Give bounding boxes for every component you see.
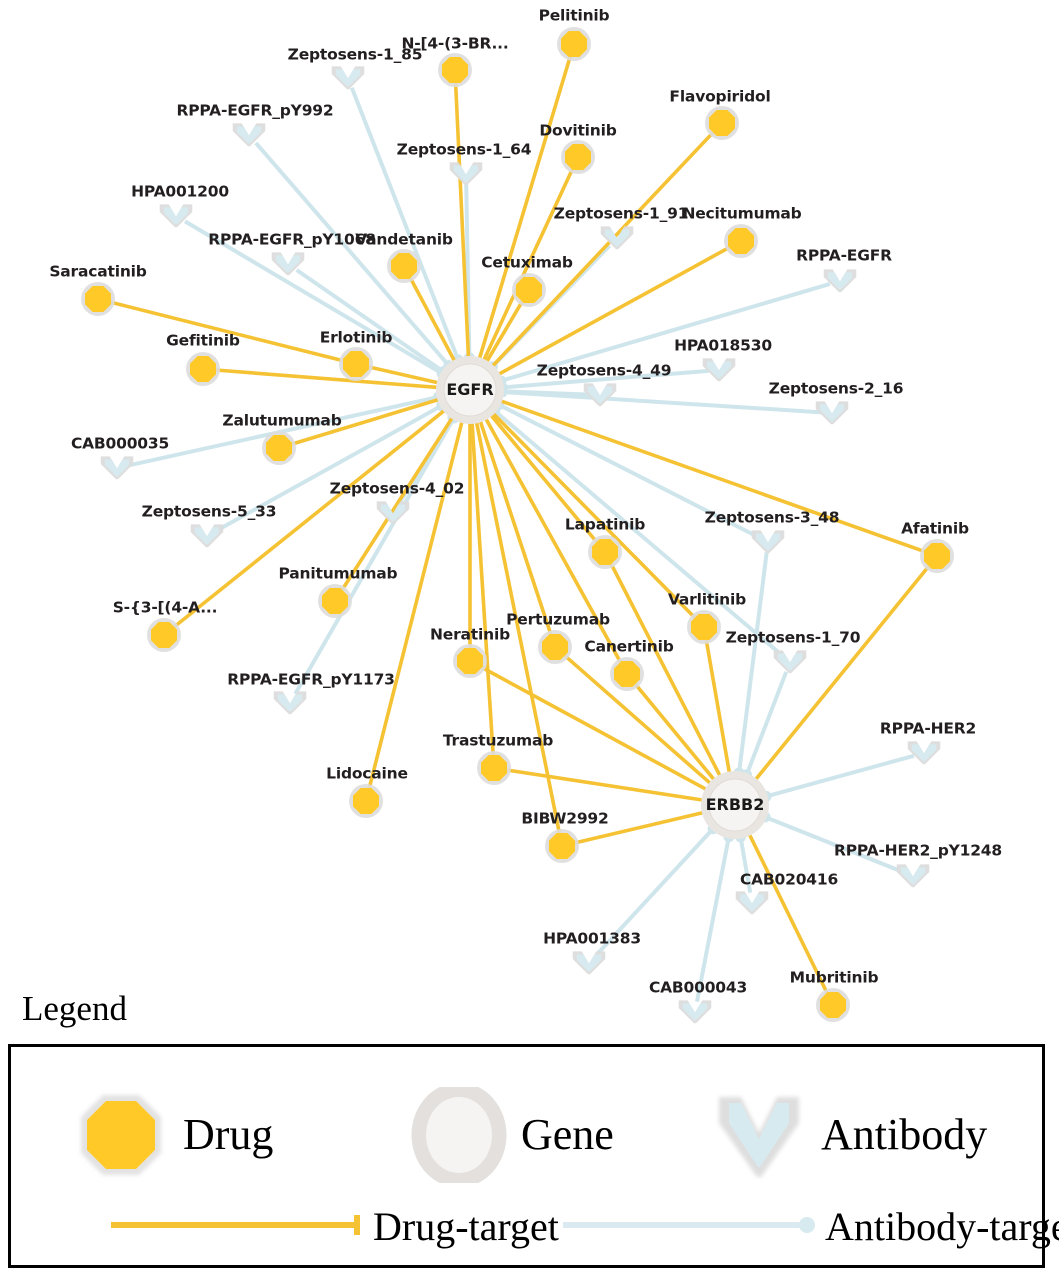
chevron-icon — [711, 1087, 807, 1183]
antibody-label: RPPA-EGFR_pY992 — [176, 101, 334, 120]
antibody-label: Zeptosens-4_49 — [536, 361, 672, 380]
antibody-label: HPA018530 — [674, 336, 772, 355]
drug-label: Lapatinib — [564, 515, 646, 534]
drug-label: Zalutumumab — [222, 411, 342, 430]
drug-label: Erlotinib — [319, 328, 393, 347]
tbar-line-icon — [107, 1212, 367, 1243]
antibody-label: Zeptosens-2_16 — [768, 379, 904, 398]
gene-label: ERBB2 — [705, 795, 765, 814]
antibody-label: RPPA-EGFR_pY1173 — [227, 670, 395, 689]
antibody-label: Zeptosens-4_02 — [329, 479, 465, 498]
legend-item-gene: Gene — [411, 1082, 614, 1188]
antibody-nodes — [100, 66, 941, 1024]
legend-label-antibody: Antibody — [821, 1110, 988, 1159]
drug-label: Gefitinib — [166, 331, 240, 350]
ring-icon — [411, 1082, 507, 1188]
antibody-label: Zeptosens-1_85 — [287, 45, 423, 64]
antibody-label: Zeptosens-5_33 — [141, 502, 277, 521]
antibody-label: HPA001383 — [543, 929, 641, 948]
legend-label-drug-target: Drug-target — [373, 1204, 559, 1249]
drug-label: Mubritinib — [789, 968, 879, 987]
gene-label: EGFR — [446, 380, 494, 399]
antibody-label: RPPA-EGFR — [796, 246, 892, 265]
antibody-label: RPPA-HER2 — [879, 719, 977, 738]
antibody-label: RPPA-HER2_pY1248 — [834, 841, 1002, 860]
drug-nodes — [81, 27, 954, 1022]
drug-label: Cetuximab — [481, 253, 573, 272]
drug-label: Canertinib — [584, 637, 674, 656]
drug-label: S-{3-[(4-A... — [112, 598, 218, 617]
legend-item-drug: Drug — [73, 1087, 273, 1183]
antibody-label: Zeptosens-1_64 — [396, 140, 532, 159]
antibody-label: CAB000043 — [648, 978, 748, 997]
drug-label: Dovitinib — [539, 121, 617, 140]
legend-label-antibody-target: Antibody-target — [825, 1204, 1059, 1249]
legend-box: Drug Gene Antibody — [8, 1044, 1059, 1268]
antibody-label: Zeptosens-3_48 — [704, 508, 840, 527]
drug-label: Afatinib — [901, 519, 969, 538]
antibody-label: CAB020416 — [739, 870, 839, 889]
antibody-label: Zeptosens-1_91 — [553, 204, 689, 223]
antibody-label: HPA001200 — [131, 182, 229, 201]
drug-label: Pertuzumab — [506, 610, 610, 629]
drug-label: N-[4-(3-BR... — [401, 34, 509, 53]
legend-label-gene: Gene — [521, 1110, 614, 1159]
drug-label: Panitumumab — [278, 564, 398, 583]
legend-item-drug-target: Drug-target — [107, 1207, 559, 1247]
antibody-label: RPPA-EGFR_pY1068 — [208, 230, 376, 249]
drug-label: Varlitinib — [667, 590, 747, 609]
legend-item-antibody: Antibody — [711, 1087, 987, 1183]
legend-label-drug: Drug — [183, 1110, 274, 1159]
legend-item-antibody-target: Antibody-target — [559, 1207, 1059, 1247]
gene-nodes — [436, 356, 769, 839]
drug-label: Neratinib — [430, 625, 510, 644]
drug-label: Necitumumab — [682, 204, 802, 223]
dot-line-icon — [559, 1212, 819, 1243]
drug-label: Saracatinib — [49, 262, 147, 281]
antibody-label: Zeptosens-1_70 — [725, 628, 861, 647]
drug-label: Flavopiridol — [669, 87, 771, 106]
drug-label: Trastuzumab — [442, 731, 554, 750]
drug-label: Pelitinib — [538, 6, 610, 25]
drug-label: Vandetanib — [355, 230, 453, 249]
drug-label: BIBW2992 — [521, 809, 609, 828]
antibody-label: CAB000035 — [70, 434, 170, 453]
network-canvas — [81, 27, 954, 1024]
drug-label: Lidocaine — [326, 764, 408, 783]
legend-title: Legend — [22, 989, 127, 1028]
octagon-icon — [73, 1087, 169, 1183]
drug-target-edges — [108, 54, 932, 996]
